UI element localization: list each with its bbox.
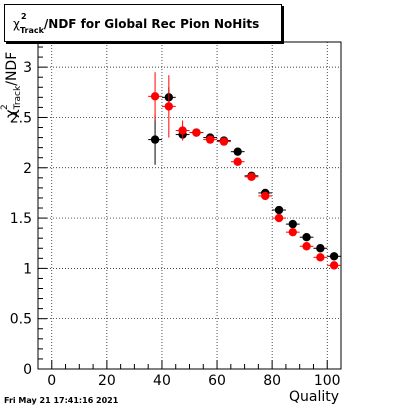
data-point-red [203, 135, 218, 144]
data-marks [148, 72, 341, 270]
title-sub: Track [20, 26, 45, 35]
y-tick-label: 1.5 [10, 211, 32, 227]
marker [316, 244, 325, 253]
timestamp-footer: Fri May 21 17:41:16 2021 [4, 396, 119, 405]
title-rest: /NDF for Global Rec Pion NoHits [44, 17, 259, 31]
data-point-red [148, 72, 162, 121]
data-point-red [258, 191, 273, 201]
plot-frame [37, 41, 342, 370]
data-point-red [299, 242, 314, 251]
y-tick-label: 0.5 [10, 312, 32, 328]
marker [178, 126, 187, 135]
data-point-red [285, 227, 300, 237]
svg-text:χTrack/NDF for Global Rec Pion: χTrack/NDF for Global Rec Pion NoHits [13, 17, 259, 35]
marker [302, 232, 311, 242]
marker [274, 205, 284, 215]
marker [150, 135, 160, 144]
svg-text:χTrack/NDF: χTrack/NDF [2, 52, 23, 118]
data-point-black [272, 205, 286, 215]
marker [274, 213, 284, 223]
y-tick-label: 3 [23, 60, 32, 76]
marker [205, 135, 215, 144]
data-point-red [272, 213, 286, 223]
x-tick-label: 40 [153, 373, 171, 389]
marker [233, 157, 242, 166]
marker [233, 147, 242, 156]
data-point-black [313, 244, 328, 253]
data-point-red [217, 137, 231, 146]
data-point-black [285, 219, 300, 229]
x-tick-label: 100 [314, 373, 341, 389]
data-point-red [175, 120, 190, 141]
y-tick-label: 2.5 [10, 110, 32, 126]
x-tick-label: 80 [263, 373, 281, 389]
y-axis-label-rest: /NDF [4, 52, 20, 86]
title-chi: χ [13, 17, 20, 31]
x-axis-label: Quality [289, 389, 339, 405]
title-sup: 2 [21, 12, 27, 21]
data-point-red [230, 157, 245, 166]
y-tick-label: 0 [23, 362, 32, 378]
y-tick-label: 2 [23, 161, 32, 177]
x-tick-label: 20 [98, 373, 116, 389]
marker [302, 242, 311, 251]
marker [150, 92, 160, 101]
data-point-black [327, 252, 341, 261]
marker [261, 191, 270, 201]
data-point-red [189, 128, 204, 137]
y-axis-label-chi: χ [2, 109, 20, 118]
marker [192, 128, 201, 137]
data-point-black [148, 114, 162, 165]
grid-lines [38, 42, 341, 369]
marker [316, 253, 325, 262]
x-tick-label: 60 [208, 373, 226, 389]
marker [288, 227, 297, 237]
y-axis-label-sup: 2 [0, 104, 10, 110]
data-point-red [327, 261, 341, 270]
y-axis-label: χTrack/NDF 2 [0, 52, 23, 118]
marker [219, 137, 229, 146]
y-tick-label: 1 [23, 261, 32, 277]
title-box: χTrack/NDF for Global Rec Pion NoHits 2 [4, 4, 282, 42]
data-point-red [244, 172, 259, 182]
data-point-black [299, 232, 314, 242]
marker [329, 252, 339, 261]
data-point-red [161, 75, 176, 138]
marker [288, 219, 297, 229]
axes: 0 20 40 60 80 100 0 0.5 1 1.5 2 2.5 3 [10, 46, 342, 389]
x-tick-label: 0 [47, 373, 56, 389]
y-axis-label-sub: Track [13, 85, 23, 110]
marker [329, 261, 339, 270]
marker [164, 102, 174, 111]
data-point-black [230, 147, 245, 156]
data-point-red [313, 253, 328, 262]
marker [247, 172, 256, 182]
